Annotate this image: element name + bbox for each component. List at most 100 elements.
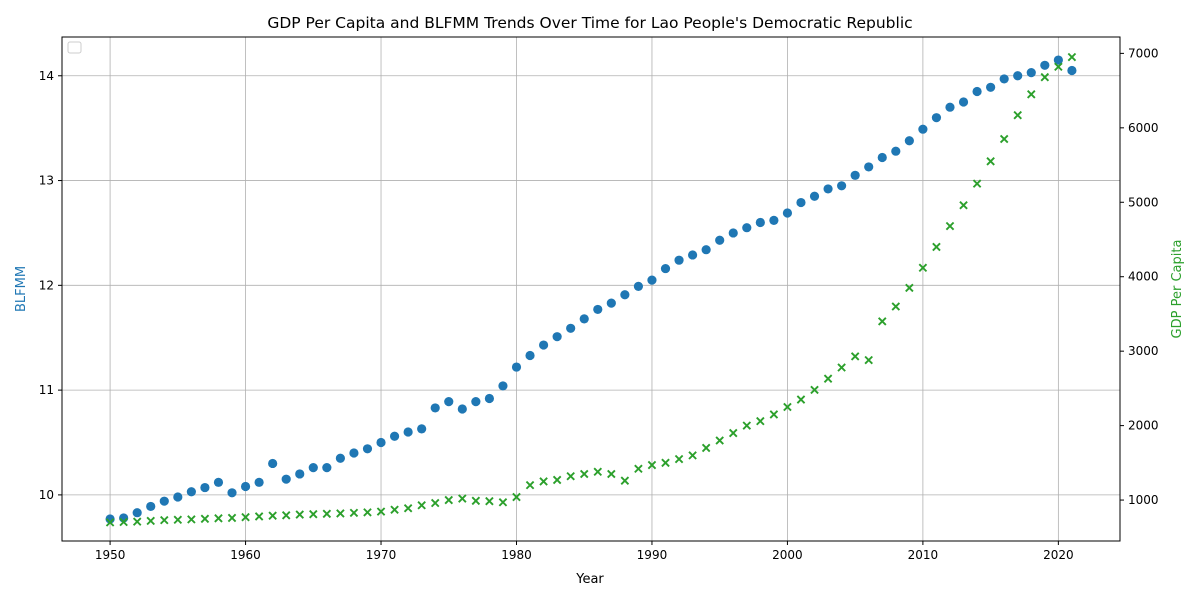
blfmm-point	[444, 397, 454, 407]
gdp-point	[905, 283, 914, 293]
x-tick-label: 1990	[637, 548, 668, 562]
blfmm-point	[728, 228, 738, 238]
gdp-point	[769, 410, 779, 419]
blfmm-point	[579, 314, 589, 324]
x-tick-label: 2010	[908, 548, 939, 562]
gdp-point	[281, 511, 291, 520]
blfmm-point	[593, 304, 603, 315]
blfmm-point	[688, 250, 698, 260]
gdp-point	[498, 498, 508, 507]
gdp-point	[796, 395, 806, 404]
gdp-point	[783, 402, 792, 412]
blfmm-point	[186, 487, 196, 497]
blfmm-point	[891, 146, 901, 156]
blfmm-point	[945, 102, 955, 112]
gdp-point	[688, 451, 697, 460]
left-tick-label: 11	[39, 383, 54, 397]
blfmm-point	[837, 181, 847, 191]
x-axis-ticks: 1950 1960 1970 1980 1990 2000 2010 2020	[95, 541, 1074, 562]
gdp-point	[823, 374, 833, 383]
blfmm-point	[674, 255, 684, 265]
gdp-point	[1013, 110, 1022, 120]
gdp-point	[200, 514, 210, 524]
blfmm-point	[1067, 65, 1077, 76]
gdp-point	[945, 221, 955, 231]
blfmm-point	[281, 474, 291, 484]
gdp-point	[1067, 52, 1077, 62]
blfmm-point	[742, 223, 752, 233]
gdp-point	[417, 500, 426, 510]
blfmm-point	[552, 332, 562, 342]
gdp-point	[1054, 62, 1063, 72]
series-gdp-per-capita	[105, 52, 1077, 527]
gdp-point	[430, 498, 440, 508]
left-tick-label: 12	[39, 278, 54, 292]
x-axis-label: Year	[575, 572, 604, 587]
blfmm-point	[498, 381, 508, 391]
gdp-point	[227, 513, 237, 523]
blfmm-point	[1013, 71, 1023, 81]
left-axis-label: BLFMM	[14, 266, 29, 312]
gdp-point	[864, 355, 873, 365]
gdp-point	[336, 509, 345, 518]
gdp-point	[444, 495, 454, 505]
blfmm-point	[972, 86, 982, 97]
blfmm-point	[227, 488, 237, 498]
gdp-point	[999, 134, 1009, 144]
gdp-point	[254, 512, 264, 521]
gdp-point	[959, 200, 968, 210]
blfmm-point	[660, 263, 671, 274]
gdp-point	[634, 464, 643, 474]
blfmm-point	[864, 162, 874, 172]
blfmm-point	[146, 501, 156, 512]
blfmm-point	[796, 197, 806, 208]
blfmm-point	[389, 431, 400, 441]
grid-layer	[62, 37, 1120, 541]
blfmm-point	[525, 350, 535, 361]
blfmm-point	[349, 448, 359, 458]
gdp-point	[119, 517, 128, 527]
x-tick-label: 2000	[772, 548, 803, 562]
left-tick-label: 13	[39, 174, 54, 188]
x-tick-label: 1970	[366, 548, 397, 562]
right-tick-label: 2000	[1128, 419, 1159, 433]
blfmm-point	[647, 275, 657, 285]
left-tick-label: 10	[39, 488, 54, 502]
gdp-point	[647, 460, 657, 470]
left-tick-label: 14	[39, 69, 54, 83]
gdp-point	[850, 352, 860, 361]
x-tick-label: 1950	[95, 548, 126, 562]
blfmm-point	[633, 281, 644, 291]
blfmm-point	[457, 404, 467, 414]
gdp-point	[539, 477, 548, 486]
x-tick-label: 1980	[501, 548, 532, 562]
gdp-point	[458, 494, 467, 503]
blfmm-point	[606, 298, 616, 308]
gdp-point	[728, 428, 738, 438]
gdp-point	[661, 458, 670, 468]
blfmm-point	[159, 496, 169, 506]
blfmm-point	[213, 477, 224, 487]
blfmm-point	[335, 453, 345, 463]
gdp-point	[525, 480, 535, 490]
gdp-point	[512, 492, 521, 502]
gdp-point	[187, 515, 196, 524]
gdp-point	[363, 508, 372, 517]
right-tick-label: 3000	[1128, 344, 1159, 358]
gdp-point	[918, 263, 928, 273]
blfmm-point	[417, 424, 427, 434]
blfmm-point	[268, 458, 278, 469]
gdp-point	[742, 421, 752, 430]
gdp-point	[403, 503, 413, 513]
gdp-point	[972, 179, 982, 188]
gdp-point	[160, 515, 169, 525]
gdp-point	[593, 467, 603, 477]
gdp-point	[132, 517, 142, 526]
blfmm-point	[322, 463, 332, 473]
plot-frame	[61, 36, 1121, 542]
blfmm-point	[376, 437, 386, 448]
gdp-point	[309, 509, 318, 519]
blfmm-point	[782, 208, 793, 218]
